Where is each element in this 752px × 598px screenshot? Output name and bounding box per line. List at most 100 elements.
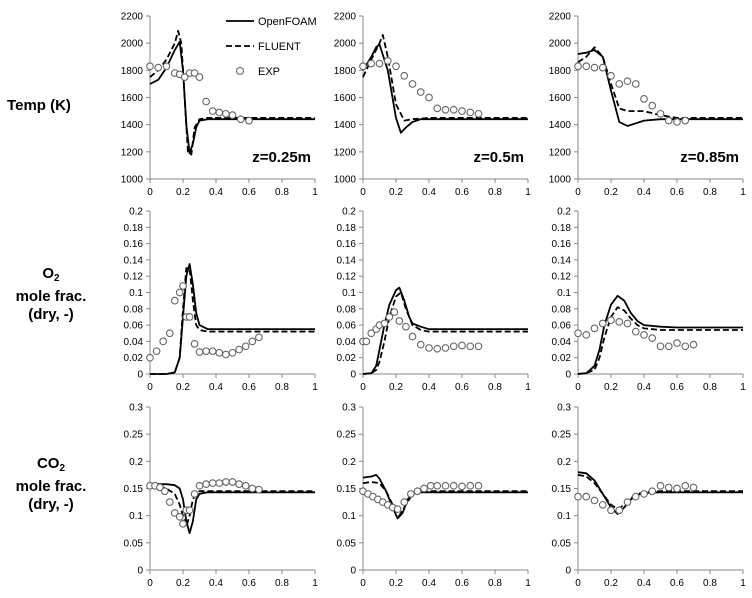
x-tick-label: 1: [740, 382, 746, 393]
y-tick-label: 0.08: [337, 304, 357, 315]
exp-data-point: [458, 482, 466, 491]
y-tick-label: 0.2: [557, 457, 571, 468]
panel-r0-c2: 1000 1200 1400 1600 1800 2000 2200 0 0.2 0.4 0.6 0.…: [549, 12, 746, 199]
exp-data-point: [367, 59, 376, 68]
exp-data-point: [441, 344, 450, 352]
x-tick-label: 0.6: [455, 187, 469, 198]
exp-data-point: [380, 319, 389, 328]
row-label-co2-line2: (dry, -): [28, 496, 74, 513]
x-tick-label: 1: [525, 578, 531, 589]
exp-data-point: [185, 506, 194, 515]
exp-data-point: [390, 308, 399, 316]
exp-data-point: [413, 487, 422, 496]
y-tick-label: 2200: [549, 12, 572, 23]
exp-data-point: [474, 481, 483, 490]
x-tick-label: 0.2: [604, 382, 618, 393]
exp-data-point: [161, 487, 169, 496]
x-tick-label: 0.6: [242, 578, 256, 589]
exp-data-point: [159, 337, 168, 346]
exp-data-point: [664, 116, 673, 125]
exp-data-point: [656, 109, 665, 118]
exp-data-point: [255, 485, 263, 494]
exp-data-point: [248, 484, 257, 493]
exp-data-point: [574, 329, 582, 338]
exp-data-point: [241, 342, 250, 351]
exp-data-point: [449, 481, 458, 490]
exp-data-point: [433, 481, 442, 490]
fluent-series-line: [150, 484, 315, 528]
panel-r2-c1: 0 0.05 0.1 0.15 0.2 0.25 0.3 0 0.2 0.4 0.6 0.8 1: [337, 403, 532, 590]
y-tick-label: 2000: [121, 39, 144, 50]
y-tick-label: 0.08: [124, 304, 144, 315]
y-tick-label: 0.15: [552, 484, 572, 495]
panel-r2-c0: 0 0.05 0.1 0.15 0.2 0.25 0.3 0 0.2 0.4 0.6 0.8 1: [124, 403, 319, 590]
y-tick-label: 2200: [334, 12, 357, 23]
y-tick-label: 0.05: [124, 538, 144, 549]
exp-data-point: [215, 348, 224, 357]
y-tick-label: 0: [565, 566, 571, 577]
exp-data-point: [416, 340, 425, 349]
exp-data-point: [367, 329, 376, 338]
x-tick-label: 0.4: [209, 187, 223, 198]
exp-data-point: [631, 80, 640, 88]
exp-data-point: [222, 478, 230, 486]
exp-data-point: [640, 490, 648, 498]
exp-data-point: [574, 62, 582, 71]
y-tick-label: 1400: [121, 120, 144, 131]
exp-data-point: [590, 324, 599, 333]
x-tick-label: 1: [740, 187, 746, 198]
exp-data-point: [170, 509, 179, 517]
y-tick-label: 0.14: [337, 255, 357, 266]
exp-data-point: [607, 71, 615, 80]
exp-data-point: [656, 342, 665, 351]
y-tick-label: 0.2: [129, 457, 143, 468]
exp-data-point: [681, 481, 690, 490]
exp-data-point: [215, 108, 224, 117]
row-label-o2: O2 mole frac. (dry, -): [6, 265, 96, 324]
exp-data-point: [598, 500, 607, 509]
y-tick-label: 0.25: [552, 430, 572, 441]
exp-data-point: [215, 479, 224, 487]
exp-data-point: [681, 342, 690, 351]
exp-data-point: [420, 484, 428, 493]
y-tick-label: 0.06: [124, 321, 144, 332]
exp-data-point: [202, 480, 210, 489]
y-tick-label: 0.16: [552, 239, 572, 250]
y-tick-label: 0.18: [124, 223, 144, 234]
x-tick-label: 0.6: [455, 382, 469, 393]
exp-data-point: [359, 62, 367, 71]
exp-data-point: [402, 322, 410, 331]
exp-data-point: [407, 490, 415, 498]
panel-r1-c0: 0 0.02 0.04 0.06 0.08 0.1 0.12 0.14 0.16 0.18 0.2 0…: [124, 207, 319, 394]
x-tick-label: 0: [575, 382, 581, 393]
y-tick-label: 1000: [334, 175, 357, 186]
x-tick-label: 0: [575, 578, 581, 589]
openfoam-series-line: [362, 286, 528, 375]
y-tick-label: 0.04: [337, 337, 357, 348]
fluent-series-line: [577, 306, 743, 375]
openfoam-series-line: [149, 40, 315, 155]
y-tick-label: 0.1: [557, 511, 571, 522]
exp-data-point: [179, 519, 187, 528]
x-tick-label: 1: [525, 187, 531, 198]
exp-data-point: [425, 93, 433, 102]
x-tick-label: 0.4: [637, 187, 651, 198]
exp-data-point: [154, 63, 163, 72]
exp-data-point: [195, 73, 204, 81]
exp-data-point: [590, 496, 599, 505]
exp-data-point: [433, 344, 442, 353]
x-tick-label: 0: [575, 187, 581, 198]
y-tick-label: 2000: [549, 39, 572, 50]
exp-data-point: [631, 492, 640, 501]
exp-data-point: [228, 348, 237, 357]
panel-r1-c2: 0 0.02 0.04 0.06 0.08 0.1 0.12 0.14 0.16 0.18 0.2 0…: [552, 207, 747, 394]
x-tick-label: 0: [147, 382, 153, 393]
exp-data-point: [449, 342, 458, 351]
y-tick-label: 0.04: [552, 337, 572, 348]
exp-data-point: [222, 109, 230, 118]
y-tick-label: 0.1: [342, 288, 356, 299]
exp-data-point: [235, 345, 243, 354]
exp-data-point: [146, 62, 154, 71]
exp-data-point: [640, 95, 648, 103]
row-label-co2-line1: mole frac.: [15, 478, 87, 495]
